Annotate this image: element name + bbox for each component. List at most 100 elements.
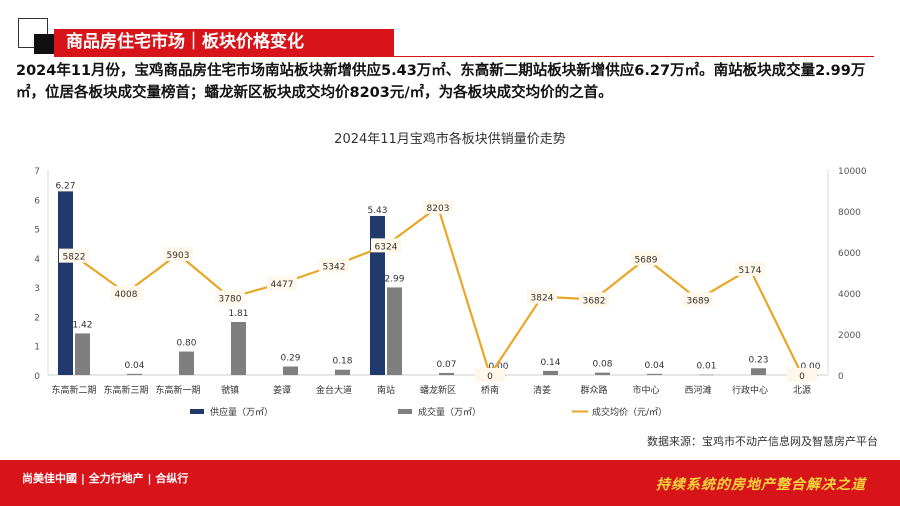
- category-label: 北源: [793, 385, 811, 396]
- left-tick-label: 6: [34, 196, 40, 206]
- price-label: 6324: [375, 242, 398, 252]
- category-label: 东高新三期: [103, 384, 148, 396]
- deal-bar: [595, 372, 610, 375]
- footer-logo: 尚美佳中國 | 全力行地产 | 合纵行: [22, 472, 189, 485]
- category-label: 虢镇: [221, 384, 239, 396]
- deal-label: 0.04: [124, 361, 144, 371]
- deal-label: 0.04: [644, 361, 664, 371]
- chart-title: 2024年11月宝鸡市各板块供销量价走势: [334, 131, 566, 147]
- legend-swatch: [398, 409, 412, 414]
- price-label-bg: [475, 368, 505, 382]
- price-label: 3682: [583, 297, 606, 307]
- decor-square: [18, 18, 48, 48]
- price-label: 5689: [635, 255, 658, 265]
- price-label: 5822: [63, 253, 86, 263]
- category-label: 东高新一期: [155, 384, 200, 396]
- category-label: 桥南: [481, 384, 499, 396]
- deal-label: 0.00: [800, 362, 820, 372]
- left-tick-label: 0: [34, 372, 40, 382]
- price-label: 3689: [687, 296, 710, 306]
- price-label-bg: [527, 289, 557, 304]
- price-label: 4008: [115, 290, 138, 300]
- category-label: 市中心: [632, 384, 659, 396]
- deal-bar: [543, 370, 558, 375]
- deal-label: 1.81: [228, 309, 248, 319]
- deal-bar: [335, 369, 350, 375]
- price-label-bg: [215, 290, 245, 305]
- price-label-bg: [735, 261, 765, 276]
- deal-label: 0.07: [436, 360, 456, 370]
- price-label-bg: [423, 199, 453, 214]
- supply-bar: [370, 215, 385, 375]
- price-label: 3824: [531, 294, 554, 304]
- left-tick-label: 1: [34, 343, 40, 353]
- deal-bar: [75, 333, 90, 375]
- deal-label: 0.29: [280, 354, 300, 364]
- decor-square-filled: [34, 34, 54, 54]
- deal-bar: [179, 351, 194, 375]
- legend-label: 成交均价（元/㎡）: [592, 406, 667, 418]
- right-tick-label: 0: [838, 372, 844, 382]
- right-tick-label: 2000: [838, 331, 861, 341]
- deal-label: 0.18: [332, 357, 352, 367]
- deal-bar: [699, 374, 714, 376]
- left-tick-label: 4: [34, 255, 40, 265]
- price-label-bg: [787, 368, 817, 382]
- page-title: 商品房住宅市场｜板块价格变化: [54, 29, 394, 56]
- price-label: 5174: [739, 266, 762, 276]
- category-label: 东高新二期: [51, 384, 96, 396]
- deal-label: 2.99: [384, 274, 404, 284]
- category-label: 西河滩: [684, 384, 711, 396]
- left-tick-label: 3: [34, 284, 40, 294]
- price-label-bg: [111, 285, 141, 300]
- supply-bar: [58, 191, 73, 375]
- price-label-bg: [371, 238, 401, 253]
- legend-swatch: [190, 409, 204, 414]
- deal-bar: [231, 321, 246, 375]
- category-label: 蟠龙新区: [420, 384, 456, 396]
- price-label-bg: [319, 258, 349, 273]
- price-label-bg: [267, 276, 297, 291]
- price-line: [73, 205, 803, 378]
- legend-label: 供应量（万㎡）: [210, 406, 273, 418]
- deal-bar: [387, 287, 402, 375]
- category-label: 姜谭: [273, 384, 291, 396]
- deal-label: 0.08: [592, 360, 612, 370]
- left-tick-label: 2: [34, 313, 40, 323]
- category-label: 清姜: [533, 384, 551, 396]
- price-label-bg: [163, 246, 193, 261]
- price-label-bg: [683, 292, 713, 307]
- price-label: 8203: [427, 204, 450, 214]
- deal-label: 1.42: [72, 320, 92, 330]
- footer-slogan: 持续系统的房地产整合解决之道: [656, 477, 866, 493]
- left-tick-label: 5: [34, 226, 40, 236]
- legend-label: 成交量（万㎡）: [418, 406, 481, 418]
- price-label: 5903: [167, 251, 190, 261]
- deal-bar: [127, 373, 142, 375]
- data-source: 数据来源：宝鸡市不动产信息网及智慧房产平台: [647, 435, 878, 448]
- supply-label: 5.43: [367, 206, 387, 216]
- deal-bar: [647, 373, 662, 375]
- category-label: 金台大道: [316, 384, 352, 396]
- deal-label: 0.00: [488, 362, 508, 372]
- price-label-bg: [579, 292, 609, 307]
- category-label: 群众路: [580, 384, 607, 396]
- deal-bar: [283, 366, 298, 375]
- supply-label: 6.27: [55, 181, 75, 191]
- price-label-bg: [631, 251, 661, 266]
- summary-text: 2024年11月份，宝鸡商品房住宅市场南站板块新增供应5.43万㎡、东高新二期站…: [16, 63, 866, 101]
- price-label: 0: [799, 372, 805, 382]
- price-label: 3780: [219, 295, 242, 305]
- category-label: 南站: [377, 384, 395, 396]
- price-label-bg: [59, 248, 89, 263]
- price-label: 0: [487, 372, 493, 382]
- right-tick-label: 8000: [838, 208, 861, 218]
- deal-label: 0.01: [696, 362, 716, 372]
- right-tick-label: 6000: [838, 249, 861, 259]
- category-label: 行政中心: [732, 384, 768, 396]
- deal-label: 0.23: [748, 355, 768, 365]
- right-tick-label: 4000: [838, 290, 861, 300]
- title-divider: [54, 56, 874, 57]
- deal-bar: [751, 368, 766, 375]
- chart: 2024年11月宝鸡市各板块供销量价走势 0 1 2 3 4 5 6 7 0 2000 4000 600…: [34, 131, 867, 418]
